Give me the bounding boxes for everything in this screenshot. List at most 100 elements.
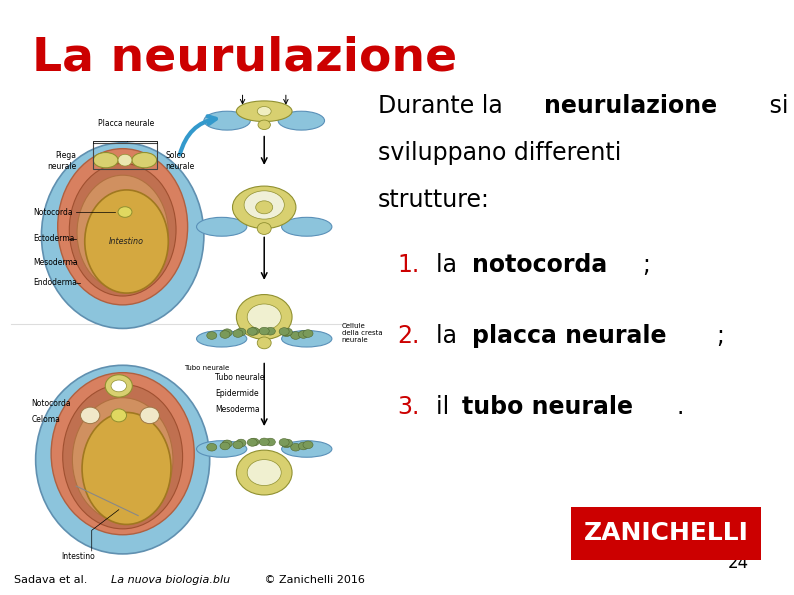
Text: la: la bbox=[436, 253, 464, 277]
Ellipse shape bbox=[197, 330, 247, 347]
Circle shape bbox=[247, 459, 281, 486]
Text: la: la bbox=[436, 324, 464, 348]
Text: ;: ; bbox=[716, 324, 724, 348]
Ellipse shape bbox=[233, 186, 296, 228]
Ellipse shape bbox=[82, 412, 171, 524]
Ellipse shape bbox=[140, 407, 160, 424]
Circle shape bbox=[247, 304, 281, 330]
Circle shape bbox=[258, 120, 271, 130]
Circle shape bbox=[303, 330, 313, 337]
Circle shape bbox=[283, 439, 292, 447]
Text: La neurulazione: La neurulazione bbox=[33, 35, 457, 80]
Text: Solco
neurale: Solco neurale bbox=[165, 151, 195, 171]
Ellipse shape bbox=[69, 164, 176, 296]
Circle shape bbox=[299, 331, 308, 339]
Ellipse shape bbox=[282, 441, 332, 457]
Ellipse shape bbox=[41, 143, 204, 328]
Text: Ectoderma: Ectoderma bbox=[33, 234, 75, 243]
Text: Endoderma: Endoderma bbox=[33, 278, 78, 287]
Text: Sadava et al.: Sadava et al. bbox=[14, 575, 91, 585]
Text: 24: 24 bbox=[728, 553, 750, 572]
Circle shape bbox=[111, 380, 126, 392]
Ellipse shape bbox=[58, 149, 187, 305]
Text: Notocorda: Notocorda bbox=[32, 399, 71, 408]
Text: notocorda: notocorda bbox=[472, 253, 607, 277]
Circle shape bbox=[291, 443, 301, 451]
Text: Intestino: Intestino bbox=[61, 552, 94, 561]
Ellipse shape bbox=[132, 152, 156, 168]
Text: 1.: 1. bbox=[397, 253, 419, 277]
Text: Mesoderma: Mesoderma bbox=[33, 258, 79, 267]
Text: Intestino: Intestino bbox=[109, 237, 144, 246]
Ellipse shape bbox=[80, 407, 100, 424]
Ellipse shape bbox=[197, 441, 247, 457]
Circle shape bbox=[279, 439, 289, 446]
Ellipse shape bbox=[72, 397, 173, 521]
Circle shape bbox=[233, 330, 243, 337]
FancyBboxPatch shape bbox=[571, 507, 761, 560]
Ellipse shape bbox=[118, 154, 132, 166]
Circle shape bbox=[299, 442, 308, 450]
Text: placca neurale: placca neurale bbox=[472, 324, 666, 348]
Text: Cellule
della cresta
neurale: Cellule della cresta neurale bbox=[341, 323, 382, 343]
Circle shape bbox=[222, 440, 232, 447]
Circle shape bbox=[291, 331, 301, 339]
Circle shape bbox=[247, 439, 257, 446]
Circle shape bbox=[222, 329, 232, 337]
Circle shape bbox=[118, 206, 132, 217]
Circle shape bbox=[259, 327, 269, 335]
Ellipse shape bbox=[256, 201, 272, 214]
Ellipse shape bbox=[257, 337, 272, 349]
Text: © Zanichelli 2016: © Zanichelli 2016 bbox=[260, 575, 364, 585]
Ellipse shape bbox=[36, 365, 210, 554]
Text: Celoma: Celoma bbox=[32, 415, 60, 424]
Circle shape bbox=[236, 439, 246, 447]
Text: tubo neurale: tubo neurale bbox=[462, 394, 633, 419]
Circle shape bbox=[281, 440, 291, 447]
Circle shape bbox=[303, 441, 313, 449]
Text: ;: ; bbox=[642, 253, 649, 277]
Ellipse shape bbox=[237, 295, 292, 339]
Text: strutture:: strutture: bbox=[378, 189, 490, 212]
Ellipse shape bbox=[111, 409, 126, 422]
Ellipse shape bbox=[244, 191, 284, 219]
Ellipse shape bbox=[63, 384, 183, 529]
Circle shape bbox=[259, 438, 269, 446]
Circle shape bbox=[265, 327, 276, 335]
Text: sviluppano differenti: sviluppano differenti bbox=[378, 141, 621, 165]
Text: neurulazione: neurulazione bbox=[544, 94, 717, 118]
Circle shape bbox=[220, 442, 230, 450]
Ellipse shape bbox=[237, 450, 292, 495]
Circle shape bbox=[206, 331, 217, 339]
Ellipse shape bbox=[237, 101, 292, 121]
Ellipse shape bbox=[257, 107, 272, 116]
Text: Mesoderma: Mesoderma bbox=[215, 405, 260, 414]
Ellipse shape bbox=[197, 217, 247, 236]
Circle shape bbox=[283, 328, 292, 336]
Circle shape bbox=[233, 441, 243, 449]
Text: Epidermide: Epidermide bbox=[215, 389, 259, 398]
Ellipse shape bbox=[204, 111, 250, 130]
Circle shape bbox=[249, 438, 259, 446]
Text: Notocorda: Notocorda bbox=[33, 208, 73, 217]
Circle shape bbox=[236, 328, 246, 336]
Ellipse shape bbox=[106, 375, 133, 397]
Text: La nuova biologia.blu: La nuova biologia.blu bbox=[111, 575, 230, 585]
Text: Durante la: Durante la bbox=[378, 94, 511, 118]
Text: il: il bbox=[436, 394, 457, 419]
Text: Placca neurale: Placca neurale bbox=[98, 120, 155, 129]
Text: Tubo neurale: Tubo neurale bbox=[215, 372, 265, 381]
Text: 3.: 3. bbox=[397, 394, 419, 419]
Ellipse shape bbox=[257, 223, 272, 234]
Circle shape bbox=[265, 438, 276, 446]
Text: si: si bbox=[761, 94, 788, 118]
Circle shape bbox=[220, 331, 230, 339]
Circle shape bbox=[279, 328, 289, 336]
Text: ZANICHELLI: ZANICHELLI bbox=[584, 521, 749, 545]
Circle shape bbox=[249, 327, 259, 335]
Ellipse shape bbox=[77, 175, 168, 290]
Text: .: . bbox=[677, 394, 684, 419]
Ellipse shape bbox=[282, 217, 332, 236]
Ellipse shape bbox=[278, 111, 325, 130]
Ellipse shape bbox=[282, 330, 332, 347]
